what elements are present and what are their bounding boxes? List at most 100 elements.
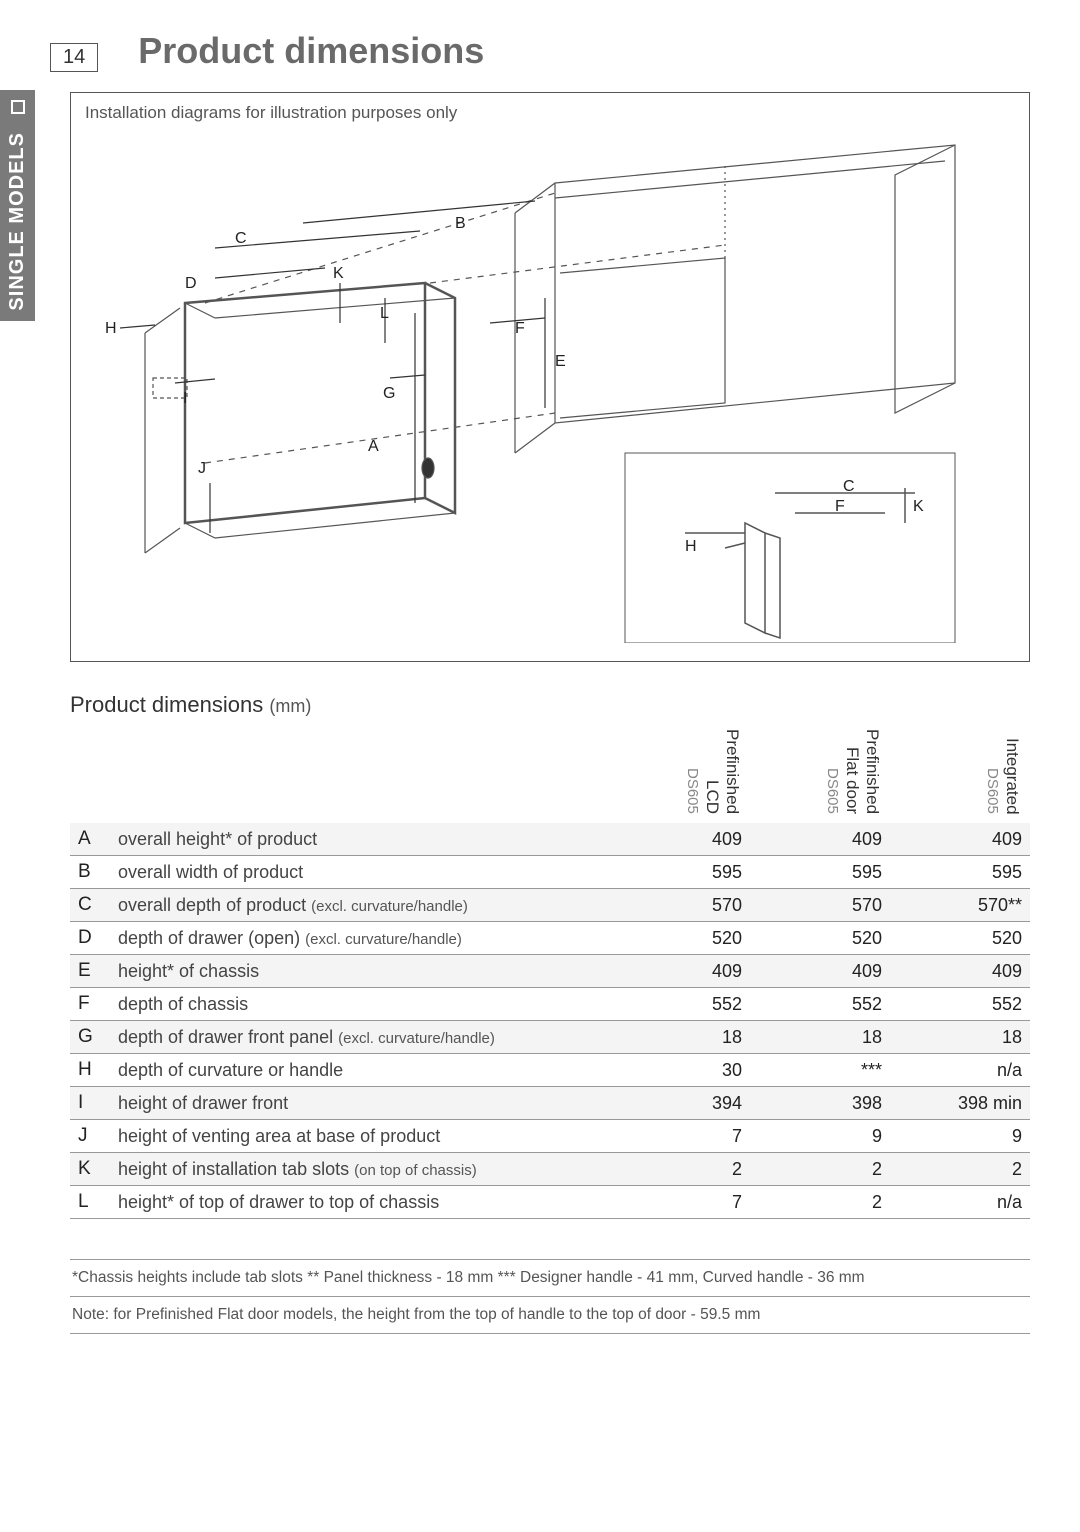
row-value: 9 bbox=[890, 1120, 1030, 1153]
svg-text:K: K bbox=[913, 498, 924, 515]
svg-text:J: J bbox=[198, 460, 206, 477]
row-desc: height of installation tab slots (on top… bbox=[110, 1153, 610, 1186]
row-desc: depth of chassis bbox=[110, 988, 610, 1021]
row-value: 552 bbox=[750, 988, 890, 1021]
row-desc: height* of chassis bbox=[110, 955, 610, 988]
page-header: 14 Product dimensions bbox=[50, 30, 1030, 72]
side-tab-marker bbox=[11, 100, 25, 114]
side-tab-label: SINGLE MODELS bbox=[6, 132, 29, 311]
row-value: 570 bbox=[610, 889, 750, 922]
row-value: 2 bbox=[610, 1153, 750, 1186]
row-value: 595 bbox=[610, 856, 750, 889]
svg-text:E: E bbox=[555, 353, 566, 370]
row-key: B bbox=[70, 856, 110, 889]
footnotes: *Chassis heights include tab slots ** Pa… bbox=[70, 1259, 1030, 1334]
row-value: 595 bbox=[750, 856, 890, 889]
svg-text:F: F bbox=[835, 498, 845, 515]
diagram-caption: Installation diagrams for illustration p… bbox=[85, 103, 1015, 123]
svg-text:K: K bbox=[333, 265, 344, 282]
footnote: *Chassis heights include tab slots ** Pa… bbox=[70, 1260, 1030, 1297]
dimensions-table: Product dimensions (mm) PrefinishedLCDDS… bbox=[70, 692, 1030, 1219]
table-row: Ddepth of drawer (open) (excl. curvature… bbox=[70, 922, 1030, 955]
row-value: 394 bbox=[610, 1087, 750, 1120]
table-header-row: PrefinishedLCDDS605 PrefinishedFlat door… bbox=[70, 724, 1030, 823]
row-value: n/a bbox=[890, 1054, 1030, 1087]
svg-text:D: D bbox=[185, 275, 197, 292]
row-value: 552 bbox=[610, 988, 750, 1021]
row-value: 552 bbox=[890, 988, 1030, 1021]
row-value: 409 bbox=[610, 955, 750, 988]
row-key: L bbox=[70, 1186, 110, 1219]
row-value: 570** bbox=[890, 889, 1030, 922]
row-key: K bbox=[70, 1153, 110, 1186]
row-desc: overall height* of product bbox=[110, 823, 610, 856]
row-value: 30 bbox=[610, 1054, 750, 1087]
side-tab: SINGLE MODELS bbox=[0, 90, 35, 321]
row-value: 7 bbox=[610, 1186, 750, 1219]
row-key: E bbox=[70, 955, 110, 988]
row-value: *** bbox=[750, 1054, 890, 1087]
row-value: 409 bbox=[890, 823, 1030, 856]
page-title: Product dimensions bbox=[138, 30, 484, 72]
table-row: Eheight* of chassis409409409 bbox=[70, 955, 1030, 988]
row-value: 18 bbox=[890, 1021, 1030, 1054]
row-value: 2 bbox=[890, 1153, 1030, 1186]
svg-text:A: A bbox=[368, 438, 379, 455]
col-header: PrefinishedFlat doorDS605 bbox=[750, 724, 890, 823]
row-value: 398 bbox=[750, 1087, 890, 1120]
row-key: I bbox=[70, 1087, 110, 1120]
row-value: 409 bbox=[610, 823, 750, 856]
table-row: Kheight of installation tab slots (on to… bbox=[70, 1153, 1030, 1186]
svg-text:B: B bbox=[455, 215, 466, 232]
row-value: 409 bbox=[750, 823, 890, 856]
svg-text:F: F bbox=[515, 320, 525, 337]
table-title: Product dimensions (mm) bbox=[70, 692, 1030, 718]
row-value: 18 bbox=[750, 1021, 890, 1054]
table-row: Coverall depth of product (excl. curvatu… bbox=[70, 889, 1030, 922]
row-value: 7 bbox=[610, 1120, 750, 1153]
svg-text:C: C bbox=[235, 230, 247, 247]
table-row: Boverall width of product595595595 bbox=[70, 856, 1030, 889]
row-desc: depth of drawer (open) (excl. curvature/… bbox=[110, 922, 610, 955]
row-value: 18 bbox=[610, 1021, 750, 1054]
table-row: Jheight of venting area at base of produ… bbox=[70, 1120, 1030, 1153]
svg-text:I: I bbox=[183, 390, 187, 407]
row-value: 398 min bbox=[890, 1087, 1030, 1120]
installation-diagram: Installation diagrams for illustration p… bbox=[70, 92, 1030, 662]
svg-text:H: H bbox=[105, 320, 117, 337]
table-row: Iheight of drawer front394398398 min bbox=[70, 1087, 1030, 1120]
row-desc: height of drawer front bbox=[110, 1087, 610, 1120]
footnote: Note: for Prefinished Flat door models, … bbox=[70, 1297, 1030, 1334]
col-header: IntegratedDS605 bbox=[890, 724, 1030, 823]
row-value: n/a bbox=[890, 1186, 1030, 1219]
row-value: 595 bbox=[890, 856, 1030, 889]
svg-text:H: H bbox=[685, 538, 697, 555]
row-desc: overall width of product bbox=[110, 856, 610, 889]
row-value: 520 bbox=[890, 922, 1030, 955]
table-row: Lheight* of top of drawer to top of chas… bbox=[70, 1186, 1030, 1219]
row-value: 9 bbox=[750, 1120, 890, 1153]
row-desc: height* of top of drawer to top of chass… bbox=[110, 1186, 610, 1219]
svg-text:L: L bbox=[380, 305, 389, 322]
row-key: A bbox=[70, 823, 110, 856]
table-row: Fdepth of chassis552552552 bbox=[70, 988, 1030, 1021]
svg-text:G: G bbox=[383, 385, 395, 402]
table-row: Gdepth of drawer front panel (excl. curv… bbox=[70, 1021, 1030, 1054]
row-value: 2 bbox=[750, 1153, 890, 1186]
row-key: H bbox=[70, 1054, 110, 1087]
diagram-svg: C D B K L A E F G H I J H C F K bbox=[85, 123, 1005, 643]
table-row: Hdepth of curvature or handle30***n/a bbox=[70, 1054, 1030, 1087]
row-key: G bbox=[70, 1021, 110, 1054]
row-value: 409 bbox=[890, 955, 1030, 988]
row-key: F bbox=[70, 988, 110, 1021]
row-desc: depth of drawer front panel (excl. curva… bbox=[110, 1021, 610, 1054]
row-value: 520 bbox=[610, 922, 750, 955]
page-number: 14 bbox=[50, 43, 98, 72]
table-row: Aoverall height* of product409409409 bbox=[70, 823, 1030, 856]
row-key: C bbox=[70, 889, 110, 922]
row-desc: height of venting area at base of produc… bbox=[110, 1120, 610, 1153]
row-desc: overall depth of product (excl. curvatur… bbox=[110, 889, 610, 922]
row-value: 409 bbox=[750, 955, 890, 988]
row-value: 520 bbox=[750, 922, 890, 955]
row-value: 570 bbox=[750, 889, 890, 922]
